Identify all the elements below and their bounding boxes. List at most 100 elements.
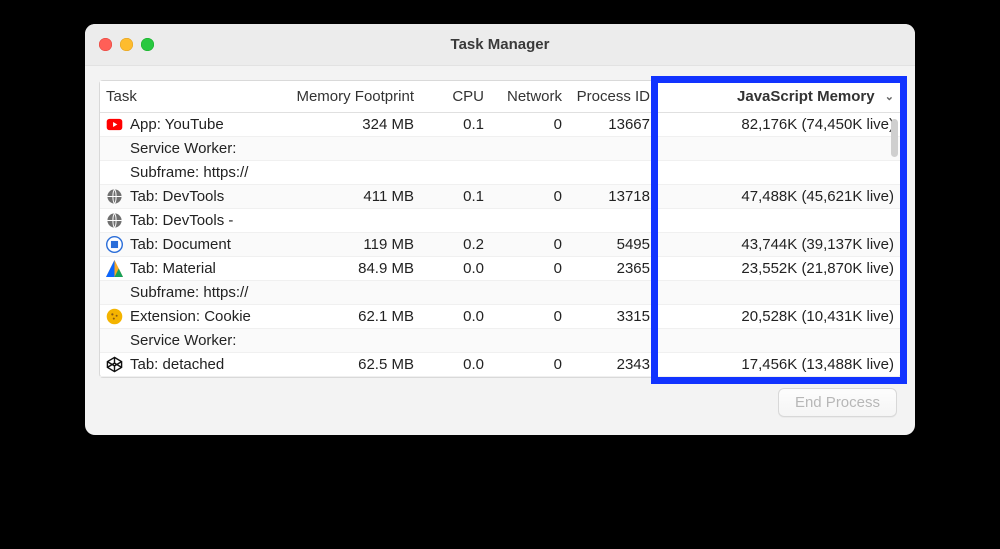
- close-icon[interactable]: [99, 38, 112, 51]
- task-label: Tab: detached: [130, 356, 224, 373]
- table-row[interactable]: Tab: Document 119 MB0.20549543,744K (39,1…: [100, 233, 900, 257]
- table-row[interactable]: App: YouTube 324 MB0.101366782,176K (74,4…: [100, 113, 900, 137]
- cell-net: 0: [490, 113, 568, 137]
- cell-mem: 324 MB: [280, 113, 420, 137]
- codepen-icon: [106, 356, 123, 373]
- table-row[interactable]: Extension: Cookie 62.1 MB0.00331520,528K …: [100, 305, 900, 329]
- cell-cpu: 0.0: [420, 353, 490, 377]
- minimize-icon[interactable]: [120, 38, 133, 51]
- cell-net: 0: [490, 185, 568, 209]
- cell-pid: 2365: [568, 257, 656, 281]
- globe-icon: [106, 212, 123, 229]
- table-row[interactable]: Tab: DevTools -: [100, 209, 900, 233]
- cell-pid: 5495: [568, 233, 656, 257]
- task-label: Tab: Document: [130, 236, 231, 253]
- youtube-icon: [106, 116, 123, 133]
- cell-js: 47,488K (45,621K live): [656, 185, 900, 209]
- cell-cpu: [420, 209, 490, 233]
- cell-pid: [568, 281, 656, 305]
- process-table: Task Memory Footprint CPU Network Proces…: [100, 81, 900, 377]
- cell-pid: [568, 161, 656, 185]
- process-table-container: Task Memory Footprint CPU Network Proces…: [99, 80, 901, 378]
- end-process-button[interactable]: End Process: [778, 388, 897, 417]
- cell-cpu: 0.1: [420, 113, 490, 137]
- cell-net: [490, 281, 568, 305]
- cell-cpu: 0.0: [420, 257, 490, 281]
- cell-mem: 84.9 MB: [280, 257, 420, 281]
- chevron-down-icon: ⌄: [885, 90, 894, 103]
- table-row[interactable]: Tab: Material 84.9 MB0.00236523,552K (21,…: [100, 257, 900, 281]
- task-label: Tab: DevTools: [130, 188, 224, 205]
- col-cpu[interactable]: CPU: [420, 81, 490, 113]
- table-row[interactable]: Subframe: https://: [100, 161, 900, 185]
- cell-cpu: 0.0: [420, 305, 490, 329]
- cell-cpu: 0.2: [420, 233, 490, 257]
- cell-net: [490, 329, 568, 353]
- col-process-id[interactable]: Process ID: [568, 81, 656, 113]
- task-label: Subframe: https://: [130, 164, 248, 181]
- table-row[interactable]: Subframe: https://: [100, 281, 900, 305]
- task-label: Subframe: https://: [130, 284, 248, 301]
- material-icon: [106, 260, 123, 277]
- cell-net: 0: [490, 353, 568, 377]
- cell-cpu: [420, 329, 490, 353]
- cell-mem: [280, 209, 420, 233]
- cell-js: 17,456K (13,488K live): [656, 353, 900, 377]
- cell-mem: 62.1 MB: [280, 305, 420, 329]
- cell-cpu: [420, 137, 490, 161]
- task-label: Extension: Cookie: [130, 308, 251, 325]
- cell-cpu: [420, 281, 490, 305]
- task-label: Tab: Material: [130, 260, 216, 277]
- cell-net: [490, 209, 568, 233]
- cell-pid: 3315: [568, 305, 656, 329]
- cell-mem: 62.5 MB: [280, 353, 420, 377]
- task-label: Service Worker:: [130, 140, 236, 157]
- col-memory-footprint[interactable]: Memory Footprint: [280, 81, 420, 113]
- titlebar[interactable]: Task Manager: [85, 24, 915, 66]
- cell-mem: [280, 281, 420, 305]
- cell-mem: [280, 161, 420, 185]
- cell-net: 0: [490, 233, 568, 257]
- cell-cpu: [420, 161, 490, 185]
- cell-pid: 2343: [568, 353, 656, 377]
- cell-js: 23,552K (21,870K live): [656, 257, 900, 281]
- task-label: Tab: DevTools -: [130, 212, 233, 229]
- scrollbar-thumb[interactable]: [891, 119, 898, 157]
- table-row[interactable]: Tab: DevTools 411 MB0.101371847,488K (45,…: [100, 185, 900, 209]
- cell-pid: [568, 137, 656, 161]
- table-row[interactable]: Tab: detached 62.5 MB0.00234317,456K (13,…: [100, 353, 900, 377]
- col-javascript-memory[interactable]: JavaScript Memory ⌄: [656, 81, 900, 113]
- cell-js: [656, 209, 900, 233]
- cell-mem: [280, 137, 420, 161]
- cell-cpu: 0.1: [420, 185, 490, 209]
- cell-mem: 411 MB: [280, 185, 420, 209]
- cell-js: [656, 161, 900, 185]
- cell-net: [490, 137, 568, 161]
- cell-js: [656, 137, 900, 161]
- zoom-icon[interactable]: [141, 38, 154, 51]
- cell-mem: [280, 329, 420, 353]
- cell-pid: 13667: [568, 113, 656, 137]
- cell-pid: 13718: [568, 185, 656, 209]
- cell-js: 82,176K (74,450K live): [656, 113, 900, 137]
- task-label: App: YouTube: [130, 116, 224, 133]
- cell-js: [656, 329, 900, 353]
- table-row[interactable]: Service Worker:: [100, 137, 900, 161]
- task-label: Service Worker:: [130, 332, 236, 349]
- globe-icon: [106, 188, 123, 205]
- cookie-icon: [106, 308, 123, 325]
- col-network[interactable]: Network: [490, 81, 568, 113]
- cell-net: 0: [490, 305, 568, 329]
- cell-pid: [568, 329, 656, 353]
- cell-js: 20,528K (10,431K live): [656, 305, 900, 329]
- cell-net: [490, 161, 568, 185]
- col-task[interactable]: Task: [100, 81, 280, 113]
- window-title: Task Manager: [85, 36, 915, 53]
- cell-pid: [568, 209, 656, 233]
- cell-mem: 119 MB: [280, 233, 420, 257]
- cell-js: 43,744K (39,137K live): [656, 233, 900, 257]
- cell-net: 0: [490, 257, 568, 281]
- table-row[interactable]: Service Worker:: [100, 329, 900, 353]
- devtool-icon: [106, 236, 123, 253]
- task-manager-window: Task Manager Task Memory Footprint CPU N…: [85, 24, 915, 435]
